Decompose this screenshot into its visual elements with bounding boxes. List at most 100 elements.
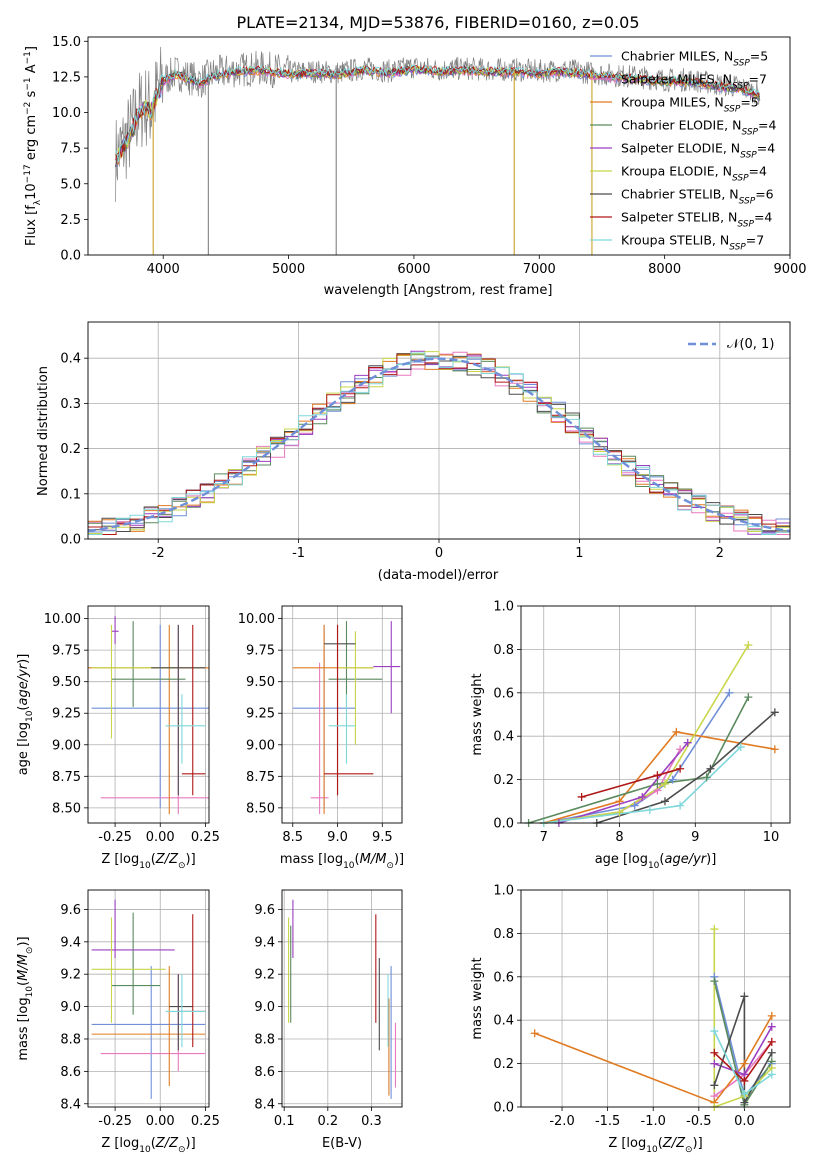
y-tick-label: 8.50 <box>52 801 81 816</box>
y-tick-label: 0.4 <box>493 730 514 745</box>
x-tick-label: 0.2 <box>317 1114 338 1129</box>
axes-frame <box>87 321 791 540</box>
y-axis-label: mass [log10(M/M⊙)] <box>16 936 35 1060</box>
y-tick-label: 1.0 <box>493 884 514 899</box>
legend-label: Salpeter MILES, NSSP=7 <box>621 72 767 92</box>
y-tick-label: 0.3 <box>60 397 81 412</box>
weight-marker <box>676 745 685 754</box>
x-tick-label: -2.0 <box>549 1114 574 1129</box>
x-tick-label: 8000 <box>648 262 681 277</box>
weight-marker <box>767 1022 776 1031</box>
x-tick-label: 10 <box>763 830 780 845</box>
y-tick-label: 9.00 <box>246 738 275 753</box>
legend-label: Chabrier MILES, NSSP=5 <box>621 49 768 69</box>
weight-marker <box>615 808 624 817</box>
weight-marker <box>767 1048 776 1057</box>
x-tick-label: -1.5 <box>595 1114 620 1129</box>
x-tick-label: 1 <box>575 546 583 561</box>
y-tick-label: 5.0 <box>60 177 81 192</box>
x-tick-label: 5000 <box>272 262 305 277</box>
legend-label: Kroupa ELODIE, NSSP=4 <box>621 164 767 184</box>
axes-frame <box>87 889 210 1108</box>
x-tick-label: 2 <box>716 546 724 561</box>
plot-area <box>115 46 761 255</box>
y-tick-label: 9.50 <box>52 675 81 690</box>
weight-marker <box>770 745 779 754</box>
y-tick-label: 0.2 <box>60 442 81 457</box>
figure-title: PLATE=2134, MJD=53876, FIBERID=0160, z=0… <box>236 13 639 32</box>
y-tick-label: 10.00 <box>238 612 275 627</box>
x-tick-label: 0.00 <box>146 1114 175 1129</box>
plot-area <box>88 350 790 539</box>
y-axis-label: age [log10(age/yr)] <box>16 654 35 776</box>
x-tick-label: 4000 <box>147 262 180 277</box>
weight-marker <box>660 779 669 788</box>
legend-label: Salpeter STELIB, NSSP=4 <box>621 210 772 230</box>
x-tick-label: 0.0 <box>734 1114 755 1129</box>
weight-marker <box>770 708 779 717</box>
mass-vs-ebv-panel: 0.1 0.2 0.3 8.4 8.6 8.8 9.0 9.2 9.4 9.6 E(B-V) <box>254 889 403 1151</box>
y-tick-label: 0.0 <box>493 1101 514 1116</box>
plot-area <box>292 621 401 815</box>
weight-marker <box>653 771 662 780</box>
x-tick-label: -0.25 <box>98 1114 132 1129</box>
y-tick-label: 8.4 <box>60 1097 81 1112</box>
weight-series-line <box>596 711 776 823</box>
weight-marker <box>645 805 654 814</box>
gaussian-reference-curve <box>88 357 790 533</box>
x-axis-label: (data-model)/error <box>378 568 499 583</box>
mass-vs-metallicity-panel: -0.25 0.00 0.25 8.4 8.6 8.8 9.0 9.2 9.4 9.6 Z [log… <box>16 889 220 1155</box>
weight-marker <box>638 792 647 801</box>
y-tick-label: 0.6 <box>493 970 514 985</box>
x-tick-label: 8.5 <box>282 830 303 845</box>
plot-area <box>91 899 206 1099</box>
weight-marker <box>744 641 753 650</box>
x-tick-label: 9 <box>691 830 699 845</box>
weight-series-line <box>534 1015 773 1104</box>
y-tick-label: 7.5 <box>60 142 81 157</box>
weight-marker <box>653 779 662 788</box>
y-tick-label: 9.25 <box>52 707 81 722</box>
y-tick-label: 0.0 <box>60 533 81 548</box>
y-tick-label: 0.2 <box>493 1057 514 1072</box>
y-tick-label: 9.4 <box>60 935 81 950</box>
legend-label: Kroupa STELIB, NSSP=7 <box>621 233 764 253</box>
y-tick-label: 8.75 <box>52 770 81 785</box>
y-tick-label: 9.50 <box>246 675 275 690</box>
y-tick-label: 9.75 <box>246 644 275 659</box>
weight-marker <box>706 764 715 773</box>
x-tick-label: 6000 <box>397 262 430 277</box>
plot-area <box>287 899 397 1099</box>
model-spectrum <box>115 64 760 161</box>
weight-marker <box>710 977 719 986</box>
model-spectrum <box>115 64 760 162</box>
age-vs-metallicity-panel: -0.25 0.00 0.25 8.50 8.75 9.00 9.25 9.50 9.75 10.… <box>16 605 220 871</box>
weight-marker <box>530 1029 539 1038</box>
legend-label: Kroupa MILES, NSSP=5 <box>621 95 759 115</box>
weight-marker <box>683 738 692 747</box>
weight-series-line <box>543 746 742 823</box>
y-tick-label: 8.8 <box>254 1032 275 1047</box>
age-vs-mass-panel: 8.5 9.0 9.5 8.50 8.75 9.00 9.25 9.50 9.75 10.00 ma… <box>238 605 404 871</box>
weight-marker <box>767 1011 776 1020</box>
x-tick-label: -0.5 <box>686 1114 711 1129</box>
y-tick-label: 8.6 <box>254 1065 275 1080</box>
weight-marker <box>767 1037 776 1046</box>
legend-label: Chabrier STELIB, NSSP=6 <box>621 187 774 207</box>
y-tick-label: 9.6 <box>60 903 81 918</box>
y-tick-label: 0.1 <box>60 487 81 502</box>
x-axis-label: mass [log10(M/M⊙)] <box>280 852 404 871</box>
y-tick-label: 0.6 <box>493 686 514 701</box>
weight-marker <box>676 764 685 773</box>
x-axis-label: Z [log10(Z/Z⊙)] <box>101 1136 195 1155</box>
x-axis-label: age [log10(age/yr)] <box>595 852 717 871</box>
y-axis-label: mass weight <box>470 957 485 1039</box>
x-tick-label: 0.25 <box>191 830 220 845</box>
axes-frame <box>281 605 403 824</box>
y-tick-label: 9.25 <box>246 707 275 722</box>
weight-marker <box>736 743 745 752</box>
y-tick-label: 9.0 <box>254 1000 275 1015</box>
weight-marker <box>668 775 677 784</box>
weight-marker <box>744 693 753 702</box>
y-tick-label: 0.4 <box>493 1014 514 1029</box>
